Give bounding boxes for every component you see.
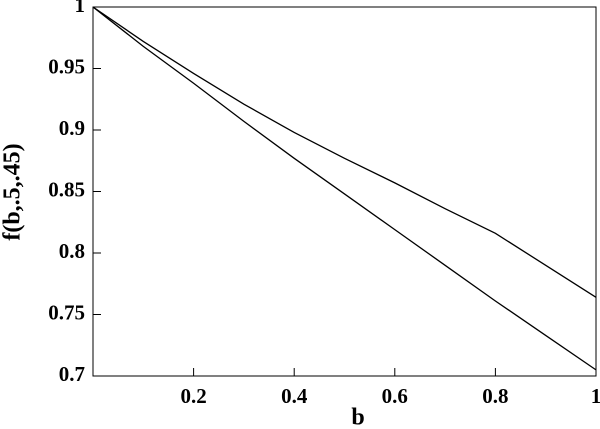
x-tick-label: 0.4 [281,384,308,408]
y-tick-label: 1 [75,0,86,17]
x-tick-label: 0.8 [482,384,508,408]
y-tick-label: 0.95 [48,54,85,78]
y-tick-label: 0.75 [48,300,85,324]
x-tick-label: 0.2 [180,384,206,408]
y-tick-label: 0.7 [59,362,85,386]
y-tick-label: 0.8 [59,239,85,263]
y-tick-label: 0.9 [59,116,85,140]
plot-frame [92,6,597,377]
y-axis-label: f(b,.5,.45) [0,143,26,240]
y-tick-label: 0.85 [48,177,85,201]
x-tick-label: 0.6 [382,384,408,408]
series-line [92,6,597,371]
x-axis-label: b [351,405,364,429]
series-line [92,6,597,298]
x-tick-label: 1 [591,384,600,408]
